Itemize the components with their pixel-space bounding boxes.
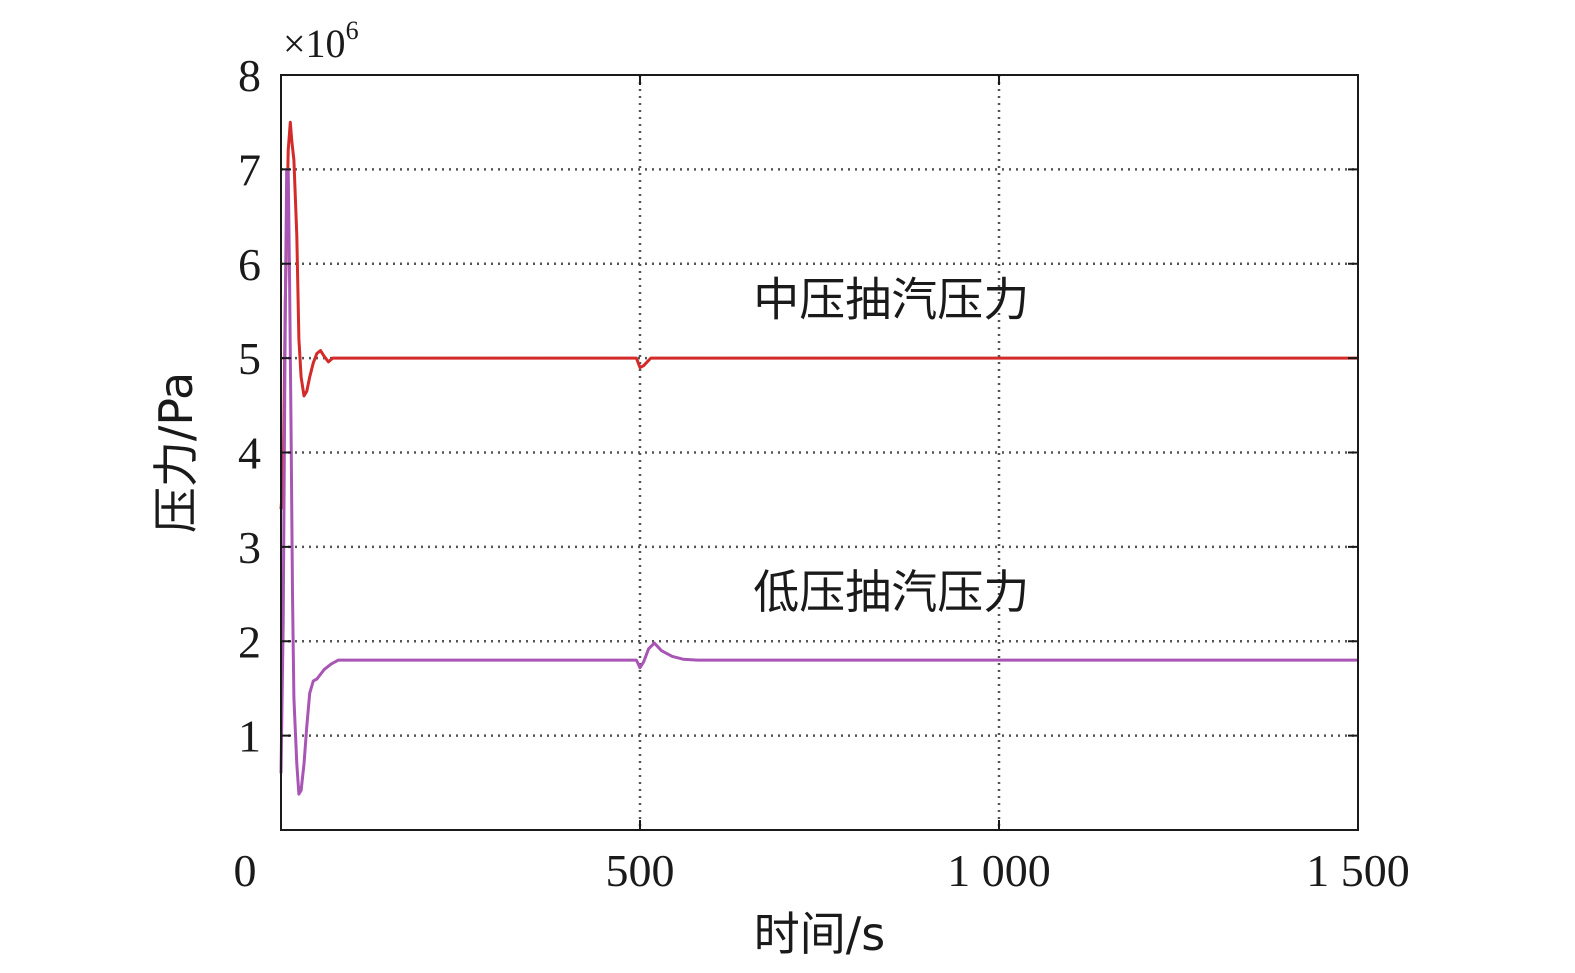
x-tick-labels: 0 500 1 000 1 500 [234, 845, 1410, 896]
x-tick-label: 500 [606, 845, 675, 896]
series-group [279, 120, 1358, 796]
y-axis-title: 压力/Pa [149, 372, 203, 533]
y-axis-multiplier: ×106 [283, 16, 359, 66]
series-label: 中压抽汽压力 [753, 273, 1029, 327]
y-tick-label: 1 [238, 711, 261, 762]
y-tick-label: 7 [238, 144, 261, 195]
y-tick-label: 5 [238, 333, 261, 384]
x-tick-label: 1 500 [1306, 845, 1410, 896]
y-tick-label: 8 [238, 50, 261, 101]
y-tick-label: 6 [238, 239, 261, 290]
series-line [279, 167, 1358, 796]
x-tick-label: 1 000 [947, 845, 1051, 896]
x-axis-title: 时间/s [754, 907, 885, 961]
y-tick-label: 3 [238, 522, 261, 573]
y-tick-label: 2 [238, 616, 261, 667]
tick-marks [280, 74, 1359, 830]
series-label: 低压抽汽压力 [753, 565, 1029, 619]
y-tick-label: 4 [238, 428, 261, 479]
x-tick-label: 0 [234, 845, 257, 896]
series-line [279, 120, 1358, 510]
y-tick-labels: 1 2 3 4 5 6 7 8 [238, 50, 261, 762]
gridlines [281, 75, 1358, 830]
